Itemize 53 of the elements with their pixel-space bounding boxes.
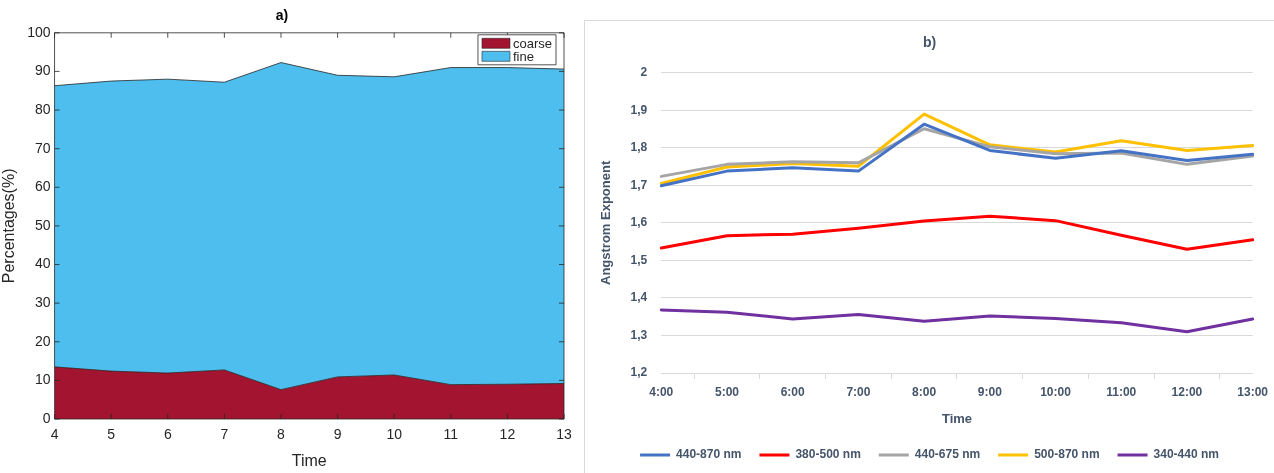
legend-label: fine (512, 48, 534, 64)
x-tick-label: 12:00 (1171, 384, 1203, 399)
y-tick-label: 2 (640, 65, 648, 80)
x-tick-label: 11:00 (1106, 384, 1137, 399)
y-tick-label: 1,5 (630, 252, 648, 267)
x-tick-label: 12 (499, 426, 516, 443)
y-tick-label: 1,8 (630, 140, 648, 155)
x-tick-label: 6:00 (780, 384, 806, 399)
x-tick-label: 10:00 (1040, 384, 1072, 399)
x-tick-label: 8:00 (912, 384, 937, 399)
y-tick-label: 1,2 (630, 365, 648, 380)
legend-label: 440-675 nm (914, 447, 981, 462)
y-axis-title: Percentages(%) (0, 168, 18, 284)
y-tick-label: 1,6 (630, 215, 648, 230)
chart-title: a) (275, 7, 289, 24)
x-tick-label: 5 (107, 426, 116, 443)
x-tick-label: 7:00 (846, 384, 871, 399)
x-tick-label: 9:00 (977, 384, 1003, 399)
x-tick-label: 7 (220, 426, 229, 443)
x-tick-label: 13 (556, 426, 572, 443)
x-tick-label: 5:00 (714, 384, 740, 399)
legend-label: 440-870 nm (676, 447, 742, 462)
y-axis-title: Angstrom Exponent (598, 160, 614, 286)
y-tick-label: 80 (34, 100, 51, 117)
y-tick-label: 10 (34, 371, 51, 388)
x-tick-label: 11 (443, 426, 459, 443)
x-tick-label: 10 (386, 426, 403, 443)
y-tick-label: 50 (34, 216, 51, 233)
y-tick-label: 70 (34, 139, 51, 156)
legend-label: 380-500 nm (795, 447, 861, 462)
y-tick-label: 1,4 (630, 290, 648, 305)
y-tick-label: 1,3 (630, 327, 648, 342)
x-tick-label: 9 (333, 426, 342, 443)
y-tick-label: 60 (34, 178, 51, 195)
y-tick-label: 30 (34, 294, 51, 310)
x-tick-label: 8 (277, 426, 286, 443)
legend-label: coarse (512, 35, 553, 51)
x-tick-label: 13:00 (1237, 384, 1269, 399)
chart-title: b) (922, 34, 937, 51)
y-tick-label: 20 (34, 332, 51, 349)
y-tick-label: 0 (42, 409, 51, 426)
x-tick-label: 6 (163, 426, 172, 443)
legend-label: 500-870 nm (1034, 447, 1100, 462)
x-axis-title: Time (291, 451, 327, 469)
y-tick-label: 90 (34, 62, 51, 79)
x-axis-title: Time (941, 410, 973, 426)
y-tick-label: 1,9 (630, 102, 648, 117)
y-tick-label: 1,7 (630, 177, 648, 192)
y-tick-label: 40 (34, 255, 51, 272)
x-tick-label: 4:00 (649, 384, 674, 399)
x-tick-label: 4 (50, 426, 59, 443)
y-tick-label: 100 (27, 23, 51, 40)
legend-label: 340-440 nm (1153, 447, 1219, 462)
